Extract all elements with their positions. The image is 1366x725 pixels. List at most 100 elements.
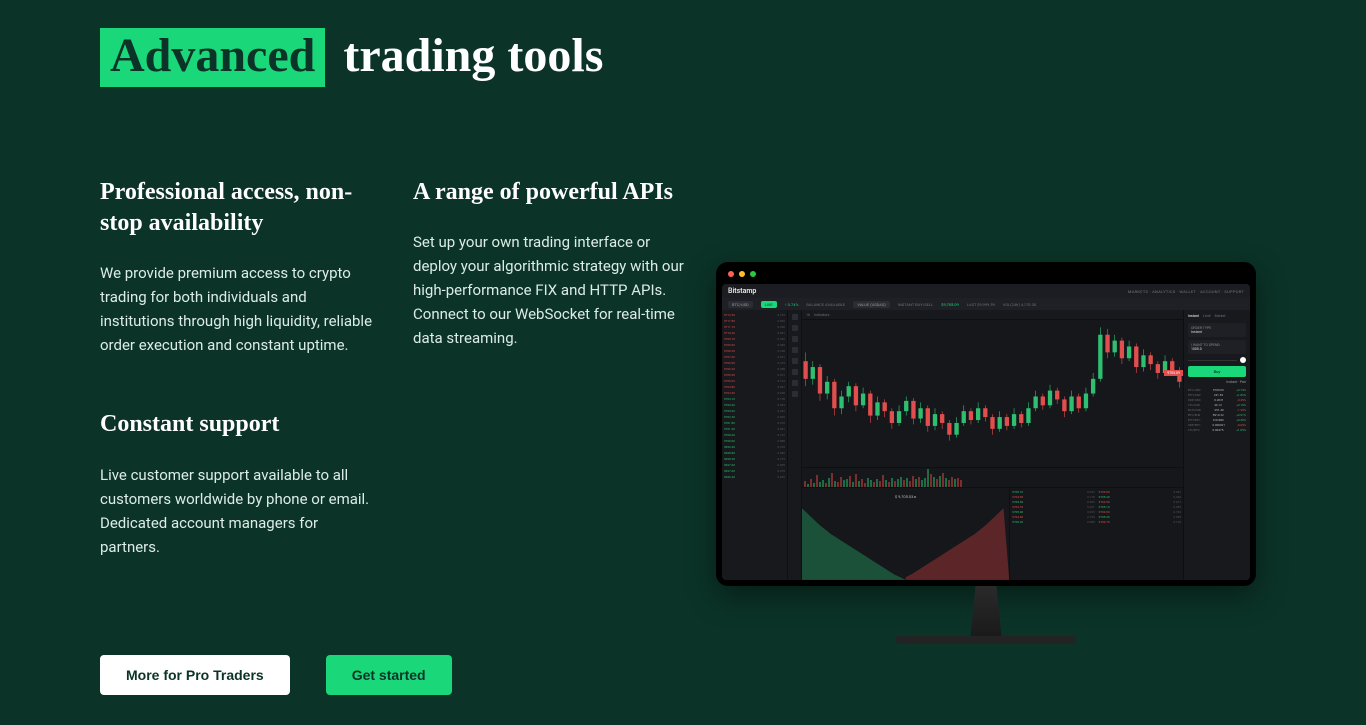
- orderbook-ask-row: 9710.400.061: [724, 330, 785, 335]
- pair-row: ETH/USD241.55+1.82%: [1188, 393, 1246, 397]
- app-brand: Bitstamp: [728, 287, 756, 295]
- chart-timeframe: 1h: [806, 313, 810, 317]
- volume-bar: [891, 478, 893, 487]
- trade-row: 9705.100.095: [1099, 505, 1181, 509]
- orderbook-bid-row: 9697.000.275: [724, 468, 785, 473]
- order-tab-market: Market: [1215, 314, 1226, 318]
- get-started-button[interactable]: Get started: [326, 655, 452, 695]
- volume-bar: [960, 480, 962, 487]
- pair-row: XRP/USD0.2031-0.45%: [1188, 398, 1246, 402]
- shape-tool-icon: [792, 336, 798, 342]
- volume-bar: [933, 477, 935, 487]
- chart-column: 1h Indicators 9705.09 $ 9,705.03 ▸: [802, 310, 1184, 580]
- orderbook-ask-row: 9711.100.250: [724, 324, 785, 329]
- app-body: 9712.500.1849711.800.0929711.100.2509710…: [722, 310, 1250, 580]
- volume-bar: [810, 479, 812, 487]
- line-tool-icon: [792, 325, 798, 331]
- volume-bar: [930, 474, 932, 487]
- chart-sub-row: $ 9,705.03 ▸ 9705.100.0429704.900.118970…: [802, 487, 1183, 580]
- trade-row: 9705.200.088: [1012, 520, 1094, 524]
- volume-bar: [867, 478, 869, 487]
- panel-section-label: Instant · Pair: [1188, 380, 1246, 384]
- orderbook-bid-row: 9702.400.069: [724, 414, 785, 419]
- volume-bar: [942, 473, 944, 487]
- feature-apis-title: A range of powerful APIs: [413, 177, 690, 208]
- last-label: LAST $9,999.59: [967, 302, 995, 307]
- feature-apis: A range of powerful APIs Set up your own…: [413, 177, 690, 350]
- volume-bar: [921, 480, 923, 487]
- order-amount-value: 1000.0: [1191, 347, 1243, 351]
- volume-bar: [903, 480, 905, 487]
- orderbook-bid-row: 9696.400.070: [724, 474, 785, 479]
- slider-handle-icon: [1240, 357, 1246, 363]
- cursor-tool-icon: [792, 314, 798, 320]
- volume-bar: [912, 476, 914, 487]
- volume-chart: [802, 467, 1183, 487]
- monitor-stand: [951, 586, 1021, 636]
- pair-row: BTC/USD9705.09+3.74%: [1188, 388, 1246, 392]
- order-tab-instant: Instant: [1188, 314, 1199, 318]
- more-pro-traders-button[interactable]: More for Pro Traders: [100, 655, 290, 695]
- volume-bar: [846, 479, 848, 487]
- orderbook-bid-row: 9700.000.088: [724, 438, 785, 443]
- feature-access: Professional access, non-stop availabili…: [100, 177, 377, 357]
- volume-bar: [957, 478, 959, 487]
- live-badge: LIVE: [761, 301, 777, 308]
- orderbook-ask-row: 9708.300.188: [724, 348, 785, 353]
- order-tabs: Instant Limit Market: [1188, 314, 1246, 318]
- monitor-base: [896, 636, 1076, 644]
- measure-tool-icon: [792, 358, 798, 364]
- volume-bar: [828, 478, 830, 487]
- feature-support: Constant support Live customer support a…: [100, 409, 377, 558]
- depth-svg: [802, 488, 1009, 580]
- orderbook-bid-row: 9698.200.215: [724, 456, 785, 461]
- instant-label: INSTANT BUY/SELL: [898, 302, 933, 307]
- trades-col-1: 9705.100.0429704.900.1189705.300.0659704…: [1010, 488, 1096, 580]
- app-header: Bitstamp MARKETS · ANALYTICS · WALLET · …: [722, 284, 1250, 298]
- pair-row: XRP/BTC0.000021-0.60%: [1188, 423, 1246, 427]
- volume-bar: [951, 477, 953, 487]
- volume-bar: [900, 477, 902, 487]
- volume-bar: [870, 480, 872, 487]
- trade-row: 9705.300.065: [1012, 500, 1094, 504]
- volume-bar: [843, 480, 845, 487]
- chart-indicators-label: Indicators: [814, 313, 830, 317]
- volume-bar: [948, 480, 950, 487]
- orderbook-bid-row: 9701.800.310: [724, 420, 785, 425]
- chart-tools-column: [788, 310, 802, 580]
- orderbook-bid-row: 9698.800.060: [724, 450, 785, 455]
- orderbook-ask-row: 9712.500.184: [724, 312, 785, 317]
- volume-bar: [822, 480, 824, 487]
- pair-row: ETH/BTC0.02486+0.30%: [1188, 418, 1246, 422]
- orderbook-bid-row: 9703.600.083: [724, 402, 785, 407]
- orderbook-bid-row: 9697.600.095: [724, 462, 785, 467]
- app-subheader: BTC/USD LIVE ↑ 3.74% BALANCE AVAILABLE V…: [722, 298, 1250, 310]
- volume-bar: [885, 480, 887, 487]
- hero-rest: trading tools: [343, 29, 603, 82]
- orderbook-ask-row: 9709.000.045: [724, 342, 785, 347]
- order-amount-box: I WANT TO SPEND 1000.0: [1188, 340, 1246, 354]
- volume-bar: [861, 479, 863, 487]
- change-pct: ↑ 3.74%: [785, 302, 799, 307]
- trade-row: 9705.000.033: [1012, 510, 1094, 514]
- orderbook-ask-row: 9706.900.415: [724, 360, 785, 365]
- trade-row: 9704.800.047: [1099, 490, 1181, 494]
- trading-app: Bitstamp MARKETS · ANALYTICS · WALLET · …: [722, 284, 1250, 580]
- hero-title: Advanced trading tools: [100, 28, 1366, 87]
- chart-toolbar: 1h Indicators: [802, 310, 1183, 320]
- monitor-screen: Bitstamp MARKETS · ANALYTICS · WALLET · …: [716, 262, 1256, 586]
- hero-highlight: Advanced: [100, 28, 325, 87]
- orderbook-bid-row: 9699.400.370: [724, 444, 785, 449]
- orderbook-ask-row: 9705.090.103: [724, 378, 785, 383]
- order-slider-row: [1188, 357, 1246, 363]
- volume-bar: [954, 479, 956, 487]
- feature-support-body: Live customer support available to all c…: [100, 463, 377, 559]
- settings-tool-icon: [792, 391, 798, 397]
- candlestick-chart: 9705.09: [802, 320, 1183, 467]
- orderbook-ask-row: 9709.700.330: [724, 336, 785, 341]
- orderbook-column: 9712.500.1849711.800.0929711.100.2509710…: [722, 310, 788, 580]
- buy-button: Buy: [1188, 366, 1246, 377]
- trade-row: 9704.600.150: [1012, 515, 1094, 519]
- value-label: VALUE (USDAG): [853, 301, 890, 308]
- trade-row: 9704.700.120: [1099, 520, 1181, 524]
